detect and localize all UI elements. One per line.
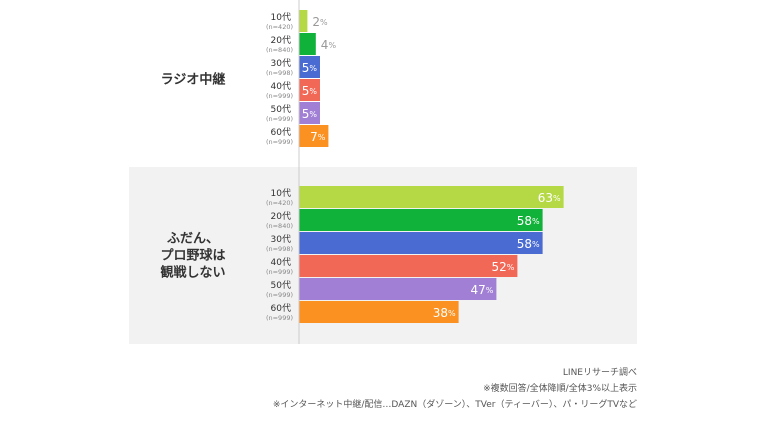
sample-size-label: (n=420) [266, 199, 293, 207]
bar [299, 56, 320, 78]
sample-size-label: (n=840) [266, 46, 293, 54]
category-label: 40代 [271, 257, 291, 268]
bar [299, 255, 518, 277]
bar [299, 301, 459, 323]
category-label: 30代 [271, 58, 291, 69]
sample-size-label: (n=999) [266, 92, 293, 100]
category-label: 50代 [271, 104, 291, 115]
definition-note: ※インターネット中継/配信…DAZN（ダゾーン）、TVer（ティーバー）、パ・リ… [272, 400, 637, 410]
bar [299, 278, 497, 300]
group-label: ふだん、 [167, 232, 219, 247]
sample-size-label: (n=999) [266, 268, 293, 276]
sample-size-label: (n=999) [266, 291, 293, 299]
group-label: 観戦しない [159, 265, 225, 281]
category-label: 60代 [271, 127, 291, 138]
value-label: 47% [471, 283, 494, 297]
source-note: LINEリサーチ調べ [562, 368, 637, 378]
value-label: 38% [433, 306, 456, 320]
value-label: 52% [492, 260, 515, 274]
value-label: 58% [517, 214, 540, 228]
category-label: 40代 [271, 81, 291, 92]
bar [299, 79, 320, 101]
bar [299, 186, 564, 208]
group-label: プロ野球は [160, 248, 225, 264]
sample-size-label: (n=420) [266, 23, 293, 31]
category-label: 30代 [271, 234, 291, 245]
bar [299, 10, 308, 32]
value-label: 5% [302, 61, 318, 75]
bar [299, 125, 329, 147]
category-label: 20代 [271, 35, 291, 46]
bar [299, 209, 543, 231]
sample-size-label: (n=999) [266, 115, 293, 123]
value-label: 4% [321, 38, 337, 52]
group-label: ラジオ中継 [161, 72, 226, 88]
bar [299, 102, 320, 124]
sample-size-label: (n=999) [266, 138, 293, 146]
category-label: 10代 [271, 12, 291, 23]
sample-size-label: (n=998) [266, 69, 293, 77]
sample-size-label: (n=998) [266, 245, 293, 253]
value-label: 5% [302, 84, 318, 98]
answer-note: ※複数回答/全体降順/全体3%以上表示 [483, 384, 637, 394]
bar [299, 232, 543, 254]
category-label: 50代 [271, 280, 291, 291]
value-label: 5% [302, 107, 318, 121]
category-label: 10代 [271, 188, 291, 199]
value-label: 63% [538, 191, 561, 205]
category-label: 20代 [271, 211, 291, 222]
value-label: 7% [310, 130, 326, 144]
value-label: 2% [312, 15, 328, 29]
sample-size-label: (n=840) [266, 222, 293, 230]
category-label: 60代 [271, 303, 291, 314]
value-label: 58% [517, 237, 540, 251]
bar [299, 33, 316, 55]
sample-size-label: (n=999) [266, 314, 293, 322]
